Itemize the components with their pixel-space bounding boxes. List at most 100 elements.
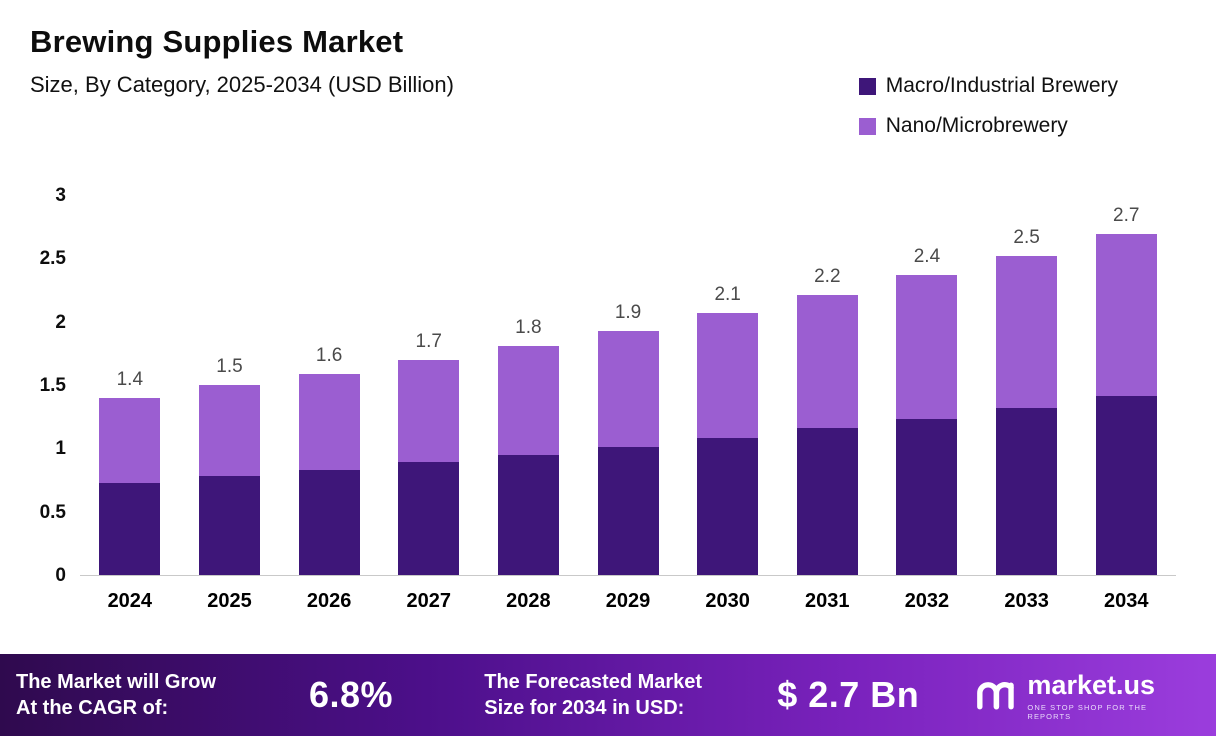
legend-swatch-icon (858, 77, 876, 95)
y-tick-label: 0.5 (39, 501, 66, 523)
bar-total-label: 2.2 (814, 266, 841, 288)
y-tick-label: 2.5 (39, 248, 66, 270)
bar-group: 2.1 (678, 284, 778, 575)
bar-segment-nano (896, 274, 958, 420)
cagr-label-line1: The Market will Grow (16, 671, 217, 693)
x-tick-label: 2026 (306, 590, 352, 612)
legend-item: Macro/Industrial Brewery (858, 74, 1118, 98)
forecast-label: The Forecasted Market Size for 2034 in U… (484, 669, 777, 721)
stacked-bar (497, 345, 559, 575)
bar-segment-nano (99, 397, 161, 483)
brand-name: market.us (1027, 669, 1155, 700)
x-tick-label: 2032 (904, 590, 950, 612)
y-tick-label: 1 (55, 438, 66, 460)
bar-group: 2.4 (877, 246, 977, 575)
bar-total-label: 2.7 (1113, 205, 1140, 227)
forecast-value: $ 2.7 Bn (777, 674, 920, 715)
legend-label: Macro/Industrial Brewery (885, 74, 1118, 97)
bar-total-label: 1.4 (116, 368, 144, 390)
bar-total-label: 1.8 (515, 316, 542, 338)
cagr-label-line2: At the CAGR of: (16, 697, 169, 719)
bar-segment-nano (398, 359, 460, 463)
bar-group: 2.2 (777, 266, 877, 575)
footer-banner: The Market will Grow At the CAGR of: 6.8… (0, 654, 1216, 736)
x-tick-label: 2031 (805, 590, 850, 612)
x-tick-label: 2030 (705, 590, 750, 612)
bar-total-label: 1.7 (415, 330, 442, 352)
stacked-bar (198, 385, 260, 575)
stacked-bar (298, 373, 360, 575)
y-tick-label: 1.5 (39, 375, 66, 396)
bar-group: 1.5 (180, 356, 280, 575)
bar-total-label: 2.1 (714, 283, 741, 305)
stacked-bar (398, 359, 460, 575)
bar-total-label: 1.9 (614, 301, 642, 323)
bar-segment-macro (497, 454, 559, 575)
brand-tagline: ONE STOP SHOP FOR THE REPORTS (1027, 702, 1148, 721)
bar-group: 1.4 (80, 369, 180, 575)
x-tick-label: 2034 (1103, 590, 1149, 612)
bar-segment-nano (198, 385, 260, 477)
bar-segment-nano (298, 373, 360, 470)
stacked-bar (697, 312, 759, 575)
page-subtitle: Size, By Category, 2025-2034 (USD Billio… (30, 72, 454, 97)
legend-label: Nano/Microbrewery (885, 114, 1068, 137)
bar-total-label: 2.5 (1013, 226, 1040, 248)
bar-total-label: 1.5 (216, 356, 243, 378)
bar-group: 2.7 (1076, 205, 1176, 575)
bar-segment-macro (896, 419, 958, 575)
bar-segment-macro (697, 438, 759, 575)
y-tick-label: 0 (55, 565, 66, 586)
x-tick-label: 2025 (207, 590, 252, 612)
bar-segment-macro (1095, 396, 1157, 575)
stacked-bar (996, 255, 1058, 575)
bar-segment-nano (796, 295, 858, 429)
cagr-label: The Market will Grow At the CAGR of: (16, 669, 278, 721)
legend-item: Nano/Microbrewery (858, 114, 1118, 138)
bar-segment-macro (99, 482, 161, 575)
stacked-bar-chart: 0 0.5 1 1.5 2 2.5 3 1.4 1.5 1.6 1.7 1.8 1.9 2.1 2.2 2.… (22, 185, 1176, 613)
bar-total-label: 1.6 (315, 344, 343, 366)
brand-text: market.us ONE STOP SHOP FOR THE REPORTS (1027, 670, 1190, 721)
cagr-value: 6.8% (308, 674, 394, 715)
forecast-label-line2: Size for 2034 in USD: (484, 697, 685, 719)
stacked-bar (796, 295, 858, 575)
bar-segment-macro (298, 469, 360, 575)
plot-area: 1.4 1.5 1.6 1.7 1.8 1.9 2.1 2.2 2.4 2.5 2.7 (80, 196, 1176, 576)
stacked-bar (597, 330, 659, 575)
bar-segment-macro (796, 428, 858, 575)
bar-total-label: 2.4 (913, 245, 941, 267)
bar-group: 2.5 (977, 227, 1077, 575)
x-tick-label: 2024 (107, 590, 153, 612)
x-tick-label: 2028 (506, 590, 551, 612)
x-tick-label: 2033 (1004, 590, 1049, 612)
bar-segment-macro (398, 462, 460, 575)
chart-legend: Macro/Industrial Brewery Nano/Microbrewer… (858, 74, 1118, 138)
bar-segment-nano (597, 330, 659, 448)
bar-group: 1.8 (479, 317, 579, 575)
bar-segment-nano (1095, 234, 1157, 397)
chart-header: Brewing Supplies Market Size, By Categor… (30, 24, 454, 98)
stacked-bar (1095, 234, 1157, 575)
page-title: Brewing Supplies Market (30, 24, 404, 59)
bar-segment-macro (597, 447, 659, 575)
bar-segment-nano (497, 345, 559, 455)
forecast-label-line1: The Forecasted Market (484, 671, 703, 693)
bar-segment-nano (697, 312, 759, 439)
brand-logo: market.us ONE STOP SHOP FOR THE REPORTS (973, 670, 1190, 721)
y-axis: 0 0.5 1 1.5 2 2.5 3 (22, 185, 80, 586)
stacked-bar (99, 397, 161, 575)
marketus-logo-icon (976, 682, 1014, 710)
y-tick-label: 3 (55, 185, 66, 206)
bar-segment-macro (198, 476, 260, 575)
x-axis: 2024 2025 2026 2027 2028 2029 2030 2031 2032 2033… (80, 590, 1176, 613)
x-tick-label: 2029 (605, 590, 651, 612)
bar-segment-nano (996, 255, 1058, 408)
bar-group: 1.9 (578, 302, 678, 575)
stacked-bar (896, 274, 958, 575)
y-tick-label: 2 (55, 311, 66, 333)
bar-group: 1.6 (279, 345, 379, 575)
bar-group: 1.7 (379, 331, 479, 575)
bar-segment-macro (996, 407, 1058, 575)
